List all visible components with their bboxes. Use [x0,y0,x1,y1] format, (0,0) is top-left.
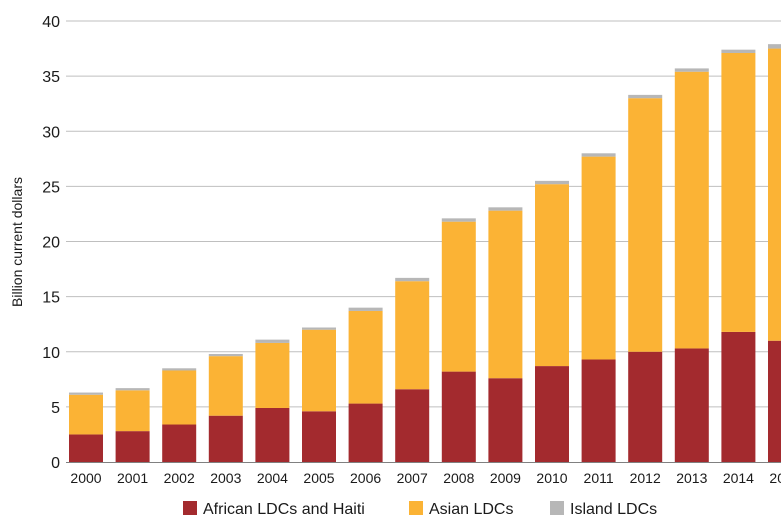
x-tick-label: 2002 [164,470,195,486]
bar-african-ldcs-and-haiti-2008 [441,371,476,462]
bar-asian-ldcs-2006 [348,310,383,404]
bar-island-ldcs-2003 [208,353,243,357]
x-tick-label: 2009 [490,470,521,486]
x-tick-label: 2004 [257,470,288,486]
bar-african-ldcs-and-haiti-2000 [69,434,103,462]
y-tick-label: 20 [42,235,60,252]
bar-african-ldcs-and-haiti-2011 [581,359,616,462]
bar-african-ldcs-and-haiti-2015 [768,340,781,462]
bar-african-ldcs-and-haiti-2002 [162,424,197,462]
bar-asian-ldcs-2005 [302,329,336,412]
bar-asian-ldcs-2007 [395,281,430,390]
bar-island-ldcs-2013 [674,68,709,72]
bar-asian-ldcs-2002 [162,370,197,425]
bar-asian-ldcs-2003 [208,356,243,416]
legend-label: African LDCs and Haiti [203,501,365,518]
x-tick-label: 2007 [397,470,428,486]
bar-island-ldcs-2012 [628,94,663,99]
bar-african-ldcs-and-haiti-2012 [628,351,663,462]
bar-asian-ldcs-2014 [721,52,756,332]
y-tick-label: 25 [42,179,60,196]
legend-swatch [183,501,197,515]
bar-island-ldcs-2011 [581,153,616,157]
bar-african-ldcs-and-haiti-2013 [674,348,709,462]
bar-island-ldcs-2007 [395,277,430,282]
bar-asian-ldcs-2000 [69,394,103,435]
bar-island-ldcs-2002 [162,368,197,371]
x-tick-label: 2008 [443,470,474,486]
x-tick-label: 2001 [117,470,148,486]
y-tick-label: 15 [42,290,60,307]
x-tick-label: 2011 [584,470,614,486]
y-tick-label: 10 [42,345,60,362]
bar-asian-ldcs-2015 [768,48,781,341]
x-axis-tick-labels: 2000 2001 2002 2003 2004 2005 2006 2007 2008 2009… [70,470,781,486]
x-tick-label: 2015 [769,470,781,486]
bar-island-ldcs-2000 [69,392,103,395]
bar-african-ldcs-and-haiti-2001 [115,431,150,462]
bar-asian-ldcs-2013 [674,71,709,349]
x-tick-label: 2013 [676,470,707,486]
legend-label: Island LDCs [570,501,657,518]
legend-swatch [409,501,423,515]
x-tick-label: 2014 [723,470,754,486]
legend: African LDCs and Haiti Asian LDCs Island L… [183,501,657,518]
y-tick-label: 40 [42,14,60,31]
bar-african-ldcs-and-haiti-2003 [208,415,243,462]
y-tick-label: 5 [51,400,60,417]
x-tick-label: 2012 [630,470,661,486]
bar-island-ldcs-2005 [302,327,336,330]
bar-island-ldcs-2015 [768,44,781,49]
bar-asian-ldcs-2010 [535,184,569,367]
x-tick-label: 2000 [70,470,101,486]
bar-asian-ldcs-2008 [441,221,476,372]
y-tick-label: 35 [42,69,60,86]
bar-african-ldcs-and-haiti-2010 [535,366,569,462]
bar-african-ldcs-and-haiti-2009 [488,378,523,462]
x-tick-label: 2005 [303,470,334,486]
x-tick-label: 2006 [350,470,381,486]
y-axis-tick-labels: 0 5 10 15 20 25 30 35 40 [42,14,60,472]
bar-island-ldcs-2010 [535,180,569,185]
bar-african-ldcs-and-haiti-2004 [255,407,290,462]
bar-island-ldcs-2004 [255,339,290,343]
y-tick-label: 30 [42,124,60,141]
bar-island-ldcs-2001 [115,388,150,391]
bar-asian-ldcs-2011 [581,156,616,360]
bar-island-ldcs-2014 [721,49,756,53]
bar-island-ldcs-2006 [348,307,383,311]
bar-asian-ldcs-2009 [488,210,523,379]
x-tick-label: 2010 [536,470,567,486]
bar-asian-ldcs-2001 [115,390,150,432]
x-tick-label: 2003 [210,470,241,486]
bars [69,44,781,462]
legend-swatch [550,501,564,515]
bar-african-ldcs-and-haiti-2005 [302,411,336,462]
bar-african-ldcs-and-haiti-2007 [395,389,430,462]
bar-island-ldcs-2008 [441,218,476,222]
y-tick-label: 0 [51,455,60,472]
y-axis-title: Billion current dollars [9,177,25,307]
bar-island-ldcs-2009 [488,207,523,211]
bar-african-ldcs-and-haiti-2014 [721,331,756,462]
bar-asian-ldcs-2012 [628,98,663,352]
bar-asian-ldcs-2004 [255,342,290,408]
legend-label: Asian LDCs [429,501,513,518]
bar-african-ldcs-and-haiti-2006 [348,403,383,462]
